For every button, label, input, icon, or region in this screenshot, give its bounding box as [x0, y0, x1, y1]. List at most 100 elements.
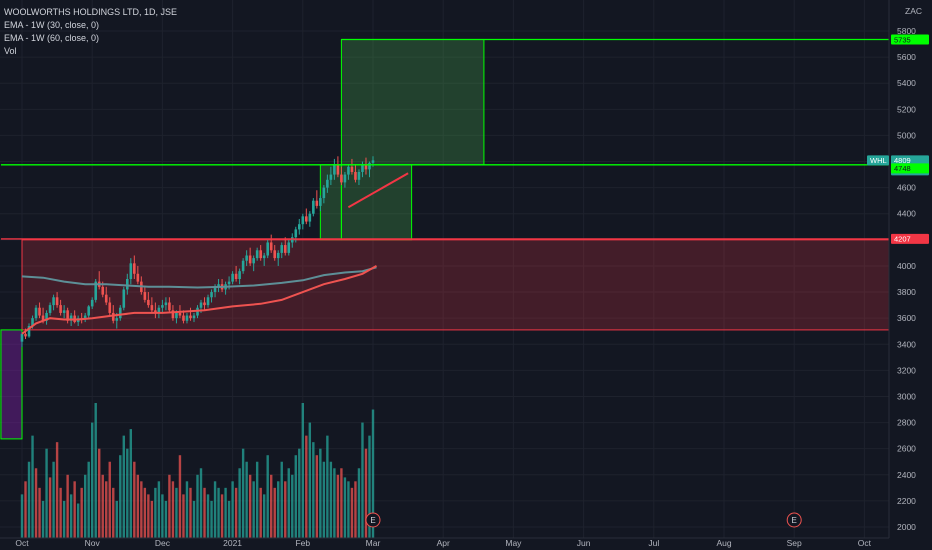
- volume-bar: [259, 487, 262, 538]
- candle-body: [308, 213, 312, 222]
- price-tick-label: 2000: [897, 522, 916, 532]
- volume-bar: [312, 442, 315, 538]
- candle-body: [94, 281, 98, 300]
- zone-green: [340, 38, 485, 166]
- volume-bar: [340, 468, 343, 538]
- volume-bar: [189, 487, 192, 538]
- candle-body: [262, 255, 266, 259]
- volume-bar: [298, 448, 301, 538]
- volume-bar: [238, 468, 241, 538]
- candle-body: [206, 297, 210, 306]
- volume-bar: [45, 448, 48, 538]
- candle-body: [326, 179, 329, 188]
- legend-ema30[interactable]: EMA - 1W (30, close, 0): [4, 20, 100, 30]
- volume-bar: [210, 500, 213, 538]
- time-tick-label: Feb: [295, 538, 310, 548]
- price-badge-price: [891, 155, 929, 166]
- support-trendline: [347, 172, 409, 209]
- volume-bar: [266, 455, 269, 538]
- volume-bar: [150, 500, 154, 538]
- candle-body: [347, 166, 350, 175]
- volume-bar: [196, 474, 199, 538]
- price-tick-label: 3000: [897, 391, 916, 401]
- candle-body: [210, 292, 213, 298]
- volume-bar: [213, 481, 217, 538]
- price-badge-red: [891, 233, 929, 244]
- candle-body: [52, 297, 55, 306]
- candle-body: [319, 198, 322, 206]
- price-badge-text: 4809: [894, 156, 911, 165]
- candle-body: [126, 279, 129, 290]
- volume-bar: [347, 481, 350, 538]
- candle-body: [24, 333, 27, 337]
- candle-body: [231, 273, 234, 282]
- candle-body: [245, 255, 248, 261]
- candle-body: [34, 307, 38, 319]
- candle-body: [55, 297, 59, 306]
- volume-bar: [333, 468, 336, 538]
- candle-body: [199, 302, 203, 308]
- candle-body: [62, 310, 66, 313]
- volume-bar: [91, 422, 94, 538]
- candle-body: [157, 307, 161, 313]
- time-tick-label: Aug: [716, 538, 731, 548]
- price-tick-label: 4400: [897, 209, 916, 219]
- legend-ema60[interactable]: EMA - 1W (60, close, 0): [4, 33, 100, 43]
- time-tick-label: 2021: [223, 538, 242, 548]
- price-badge-text: 5735: [894, 35, 911, 44]
- volume-bar: [192, 500, 196, 538]
- trendline: [347, 172, 409, 209]
- candle-body: [301, 216, 305, 225]
- volume-bar: [287, 468, 290, 538]
- volume-bar: [301, 403, 304, 538]
- volume-bar: [252, 481, 255, 538]
- price-badge-green: [891, 163, 929, 174]
- volume-bar: [182, 494, 185, 538]
- candle-body: [368, 162, 371, 170]
- candle-body: [154, 310, 157, 313]
- candle-body: [66, 310, 69, 321]
- volume-bar: [143, 487, 147, 538]
- volume-bar: [147, 494, 150, 538]
- volume-bar: [136, 474, 140, 538]
- candle-body: [340, 174, 343, 183]
- time-tick-label: Nov: [85, 538, 101, 548]
- volume-bar: [350, 487, 354, 538]
- volume-bar: [175, 487, 178, 538]
- candle-body: [315, 200, 319, 206]
- volume-bar: [329, 461, 333, 538]
- price-badge-green: [891, 34, 929, 45]
- candle-body: [118, 307, 122, 319]
- candle-body: [90, 299, 94, 307]
- price-tick-label: 4000: [897, 261, 916, 271]
- volume-bar: [59, 487, 62, 538]
- price-badge-text: 4748: [894, 164, 911, 173]
- price-tick-label: 3200: [897, 365, 916, 375]
- volume-bar: [231, 481, 234, 538]
- volume-bar: [126, 448, 129, 538]
- volume-bar: [62, 500, 66, 538]
- volume-bar: [98, 448, 101, 538]
- candle-body: [305, 216, 308, 222]
- candle-body: [175, 312, 178, 319]
- legend-vol[interactable]: Vol: [4, 46, 17, 56]
- candle-body: [133, 263, 136, 274]
- volume-bar: [178, 455, 182, 538]
- volume-bar: [315, 455, 319, 538]
- volume-bar: [224, 487, 227, 538]
- volume-bar: [319, 448, 322, 538]
- candle-body: [83, 315, 87, 320]
- time-tick-label: Dec: [155, 538, 171, 548]
- volume-bar: [364, 448, 368, 538]
- price-badge-text: WHL: [870, 156, 887, 165]
- volume-bar: [161, 494, 164, 538]
- legend-title[interactable]: WOOLWORTHS HOLDINGS LTD, 1D, JSE: [4, 7, 178, 17]
- candle-body: [241, 260, 245, 272]
- volume-bar: [108, 461, 111, 538]
- candle-body: [350, 166, 354, 172]
- volume-bar: [308, 422, 312, 538]
- price-tick-label: 3600: [897, 313, 916, 323]
- volume-bar: [343, 477, 347, 538]
